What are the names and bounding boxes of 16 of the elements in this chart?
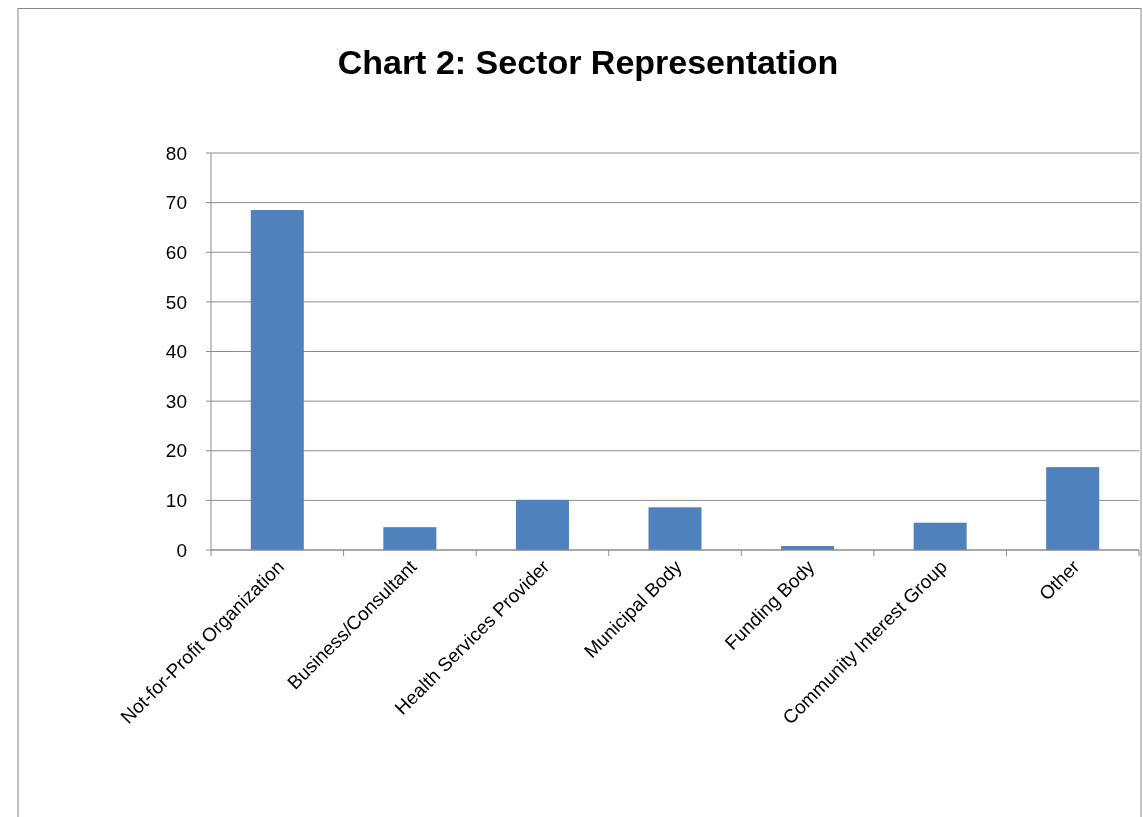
- y-tick-label: 10: [165, 490, 187, 512]
- bar: [515, 499, 569, 550]
- y-tick-label: 40: [165, 341, 187, 363]
- bar: [913, 522, 967, 550]
- y-tick-label: 0: [176, 539, 187, 561]
- y-tick-label: 30: [165, 390, 187, 412]
- chart-title: Chart 2: Sector Representation: [337, 43, 839, 81]
- bar: [1046, 467, 1100, 550]
- y-tick-label: 70: [165, 192, 187, 214]
- y-tick-label: 80: [165, 142, 187, 164]
- y-tick-label: 50: [165, 291, 187, 313]
- y-tick-label: 20: [165, 440, 187, 462]
- bar: [648, 507, 702, 550]
- y-tick-label: 60: [165, 241, 187, 263]
- bar: [383, 527, 437, 550]
- bar: [250, 210, 304, 550]
